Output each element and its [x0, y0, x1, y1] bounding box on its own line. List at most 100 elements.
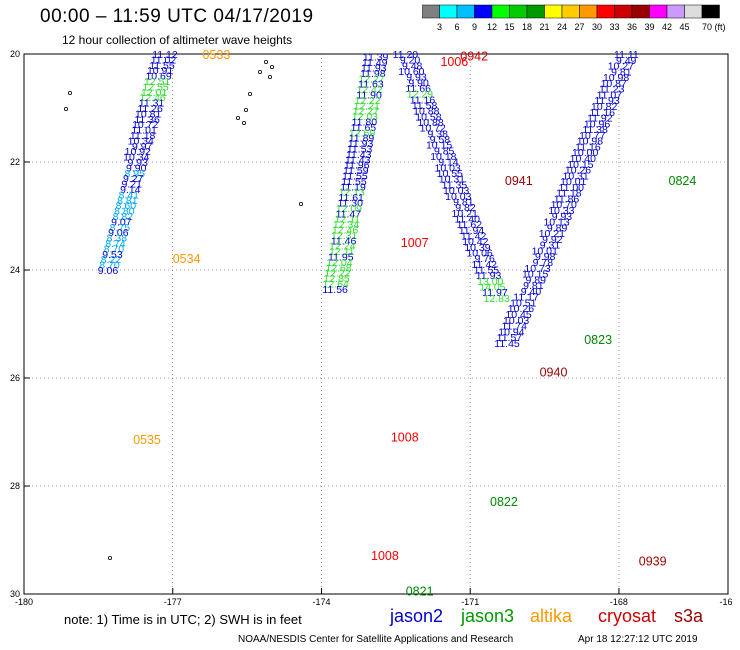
legend-jason2: jason2: [390, 606, 444, 626]
wave-height-value: 12.27: [353, 106, 379, 118]
pass-time-label: 1006: [440, 55, 468, 69]
wave-height-value: 10.26: [565, 165, 591, 177]
wave-height-value: 11.43: [346, 149, 372, 161]
island-shape: [68, 91, 73, 96]
lon-label: -171: [461, 597, 479, 607]
wave-height-value: 9.81: [523, 280, 544, 292]
wave-height-value: 10.77: [579, 130, 605, 142]
wave-height-value: 9.89: [547, 222, 568, 234]
wave-height-value: 11.42: [461, 230, 487, 242]
credit-organization: NOAA/NESDIS Center for Satellite Applica…: [238, 634, 514, 645]
island-shape: [108, 556, 113, 561]
wave-height-value: 11.65: [351, 122, 377, 134]
wave-height-value: 11.36: [134, 114, 160, 126]
wave-height-value: 11.20: [393, 49, 419, 61]
wave-height-value: 8.41: [119, 189, 140, 201]
wave-height-value: 10.34: [128, 135, 154, 147]
wave-height-value: 8.38: [107, 233, 128, 245]
wave-height-value: 10.13: [543, 217, 569, 229]
lon-label: -16: [719, 597, 732, 607]
wave-height-value: 8.22: [101, 254, 122, 266]
wave-height-value: 10.96: [584, 118, 610, 130]
wave-height-value: 9.48: [402, 60, 423, 72]
wave-height-value: 11.63: [358, 79, 384, 91]
wave-height-value: 10.31: [563, 170, 589, 182]
credit-timestamp: Apr 18 12:27:12 UTC 2019: [578, 634, 698, 645]
wave-height-value: 12.55: [142, 81, 168, 93]
wave-height-value: 11.18: [556, 188, 582, 200]
pass-time-label: 0535: [133, 433, 161, 447]
wave-height-value: 11.17: [513, 292, 539, 304]
wave-height-value: 11.49: [362, 57, 388, 69]
wave-height-value: 11.56: [322, 284, 348, 296]
lon-label: -180: [15, 597, 33, 607]
island-shape: [241, 121, 246, 126]
wave-height-value: 10.34: [123, 152, 149, 164]
wave-height-value: 12.09: [336, 203, 362, 215]
wave-height-value: 11.35: [442, 179, 468, 191]
wave-height-value: 12.46: [332, 225, 358, 237]
colorbar-tick-label: 30: [592, 22, 602, 32]
wave-height-value: 9.49: [616, 55, 637, 67]
wave-height-value: 10.39: [464, 242, 490, 254]
wave-height-value: 10.58: [415, 111, 441, 123]
colorbar-tick-label: 39: [644, 22, 654, 32]
wave-height-value: 9.81: [453, 196, 474, 208]
pass-time-label: 0822: [490, 495, 518, 509]
wave-height-value: 12.13: [339, 187, 365, 199]
wave-height-value: 9.85: [434, 145, 455, 157]
island-shape: [269, 65, 274, 70]
wave-height-value: 11.39: [363, 52, 389, 64]
wave-height-value: 11.19: [340, 181, 366, 193]
wave-height-value: 12.01: [141, 87, 167, 99]
wave-height-value: 12.31: [331, 230, 357, 242]
wave-height-value: 10.03: [503, 315, 529, 327]
wave-height-value: 13.00: [477, 276, 503, 288]
colorbar-swatch: [701, 4, 720, 19]
wave-height-value: 8.80: [114, 206, 135, 218]
wave-height-value: 9.31: [540, 240, 561, 252]
lat-label: 28: [10, 481, 20, 491]
wave-height-value: 12.21: [354, 100, 380, 112]
wave-height-value: 9.06: [108, 227, 129, 239]
wave-height-value: 11.16: [589, 107, 615, 119]
wave-height-value: 12.85: [323, 273, 349, 285]
pass-time-label: 1008: [391, 430, 419, 444]
wave-height-value: 11.45: [494, 338, 520, 350]
wave-height-value: 10.72: [420, 123, 446, 135]
island-shape: [243, 108, 248, 113]
wave-height-value: 10.18: [430, 151, 456, 163]
lat-label: 22: [10, 157, 20, 167]
wave-height-value: 10.01: [560, 176, 586, 188]
wave-height-value: 11.96: [344, 160, 370, 172]
wave-height-value: 11.92: [587, 113, 613, 125]
island-shape: [263, 60, 268, 65]
wave-height-value: 14.05: [479, 281, 505, 293]
wave-height-value: 8.82: [113, 211, 134, 223]
wave-height-value: 11.42: [472, 259, 498, 271]
wave-height-value: 12.29: [407, 89, 433, 101]
wave-height-value: 11.23: [599, 84, 625, 96]
wave-height-value: 10.81: [135, 108, 161, 120]
wave-height-value: 11.55: [341, 176, 367, 188]
wave-height-value: 9.97: [132, 141, 153, 153]
wave-height-value: 11.59: [343, 165, 369, 177]
colorbar-tick-label: 9: [472, 22, 477, 32]
wave-height-value: 10.73: [524, 263, 550, 275]
colorbar-tick-label: 21: [539, 22, 549, 32]
wave-height-value: 11.47: [336, 208, 362, 220]
wave-height-value: 11.90: [356, 90, 382, 102]
wave-height-value: 9.93: [406, 72, 427, 84]
wave-height-value: 12.03: [352, 111, 378, 123]
wave-height-value: 9.93: [552, 211, 573, 223]
wave-height-value: 11.46: [331, 235, 357, 247]
colorbar-tick-label: 3: [437, 22, 442, 32]
map-subtitle: 12 hour collection of altimeter wave hei…: [62, 33, 293, 47]
wave-height-value: 9.78: [533, 257, 554, 269]
wave-height-value: 11.93: [361, 63, 387, 75]
wave-height-value: 9.06: [98, 265, 119, 277]
wave-height-value: 11.95: [328, 252, 354, 264]
wave-height-value: 11.94: [459, 225, 485, 237]
wave-height-value: 12.22: [355, 95, 381, 107]
lon-label: -174: [312, 597, 330, 607]
